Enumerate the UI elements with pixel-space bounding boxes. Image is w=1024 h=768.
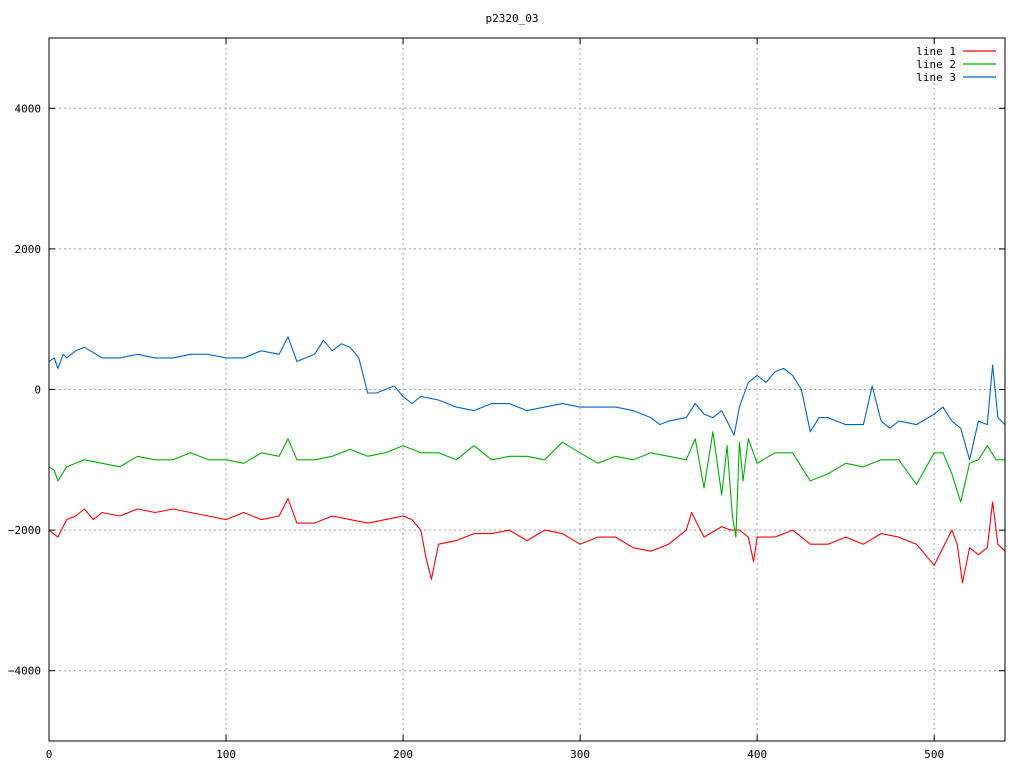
legend-label-2: line 2 [916, 58, 956, 71]
legend-label-3: line 3 [916, 71, 956, 84]
y-tick-label: 2000 [15, 243, 42, 256]
series-group [48, 336, 1006, 584]
plot-frame [48, 37, 1006, 742]
grid [49, 38, 1005, 741]
x-tick-label: 400 [747, 748, 767, 761]
y-tick-label: −2000 [8, 524, 41, 537]
y-tick-label: −4000 [8, 665, 41, 678]
x-tick-label: 300 [570, 748, 590, 761]
x-tick-label: 0 [46, 748, 53, 761]
series-line-3 [48, 336, 1006, 461]
x-tick-label: 500 [924, 748, 944, 761]
series-line-2 [48, 431, 1005, 538]
x-tick-label: 100 [216, 748, 236, 761]
y-tick-label: 0 [34, 384, 41, 397]
y-tick-label: 4000 [15, 102, 42, 115]
axis-ticks: 0 100 200 300 400 500 −4000 −2000 0 2000 4000 [8, 38, 1005, 761]
x-tick-label: 200 [393, 748, 413, 761]
series-line-1 [48, 497, 1006, 584]
legend-label-1: line 1 [916, 45, 956, 58]
chart-title: p2320_03 [486, 12, 539, 25]
